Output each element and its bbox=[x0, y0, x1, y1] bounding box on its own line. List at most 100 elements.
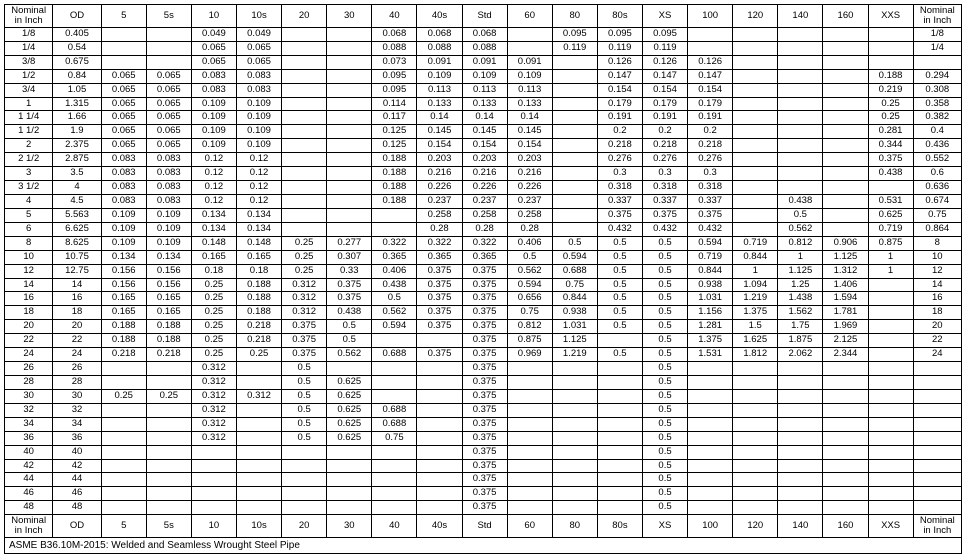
table-cell: 0.065 bbox=[146, 139, 191, 153]
table-cell: 1.594 bbox=[823, 292, 868, 306]
column-header: 5s bbox=[146, 515, 191, 538]
table-cell: 0.133 bbox=[417, 97, 462, 111]
table-cell bbox=[913, 389, 961, 403]
table-cell bbox=[778, 362, 823, 376]
table-cell: 4.5 bbox=[53, 195, 101, 209]
table-cell: 0.5 bbox=[597, 306, 642, 320]
table-cell bbox=[823, 83, 868, 97]
table-cell bbox=[778, 417, 823, 431]
table-cell: 0.226 bbox=[507, 181, 552, 195]
table-row: 44.50.0830.0830.120.120.1880.2370.2370.2… bbox=[5, 195, 962, 209]
table-cell: 0.083 bbox=[236, 83, 281, 97]
table-row: 24240.2180.2180.250.250.3750.5620.6880.3… bbox=[5, 348, 962, 362]
table-cell bbox=[913, 487, 961, 501]
table-cell bbox=[733, 83, 778, 97]
table-cell: 0.365 bbox=[417, 250, 462, 264]
table-cell: 0.312 bbox=[191, 403, 236, 417]
table-cell: 0.109 bbox=[236, 139, 281, 153]
table-cell: 1.66 bbox=[53, 111, 101, 125]
table-cell bbox=[146, 487, 191, 501]
table-cell bbox=[733, 27, 778, 41]
table-cell bbox=[913, 375, 961, 389]
table-cell: 0.5 bbox=[597, 292, 642, 306]
table-cell: 0.068 bbox=[372, 27, 417, 41]
table-cell: 0.688 bbox=[552, 264, 597, 278]
table-cell bbox=[236, 459, 281, 473]
table-cell: 1/2 bbox=[5, 69, 53, 83]
table-cell bbox=[101, 375, 146, 389]
table-cell: 12 bbox=[5, 264, 53, 278]
table-cell: 0.375 bbox=[327, 292, 372, 306]
table-cell: 0.095 bbox=[372, 69, 417, 83]
table-cell bbox=[327, 362, 372, 376]
table-cell bbox=[778, 111, 823, 125]
table-cell: 0.675 bbox=[53, 55, 101, 69]
table-cell: 0.119 bbox=[552, 41, 597, 55]
table-cell: 1.031 bbox=[552, 320, 597, 334]
table-cell bbox=[868, 473, 913, 487]
table-cell bbox=[282, 139, 327, 153]
table-cell: 0.095 bbox=[642, 27, 687, 41]
table-cell: 0.5 bbox=[282, 417, 327, 431]
table-row: 22220.1880.1880.250.2180.3750.50.3750.87… bbox=[5, 334, 962, 348]
table-cell: 0.318 bbox=[642, 181, 687, 195]
table-cell bbox=[913, 403, 961, 417]
table-cell: 0.375 bbox=[417, 264, 462, 278]
table-cell: 0.375 bbox=[462, 403, 507, 417]
table-cell bbox=[868, 459, 913, 473]
table-cell: 1.9 bbox=[53, 125, 101, 139]
table-cell bbox=[597, 459, 642, 473]
table-cell: 46 bbox=[53, 487, 101, 501]
table-cell bbox=[236, 375, 281, 389]
table-cell bbox=[282, 459, 327, 473]
table-cell: 8 bbox=[913, 236, 961, 250]
table-cell: 3 bbox=[5, 167, 53, 181]
table-cell: 0.562 bbox=[372, 306, 417, 320]
table-cell bbox=[146, 417, 191, 431]
table-cell bbox=[146, 375, 191, 389]
column-header: 100 bbox=[688, 515, 733, 538]
table-cell: 0.5 bbox=[327, 334, 372, 348]
table-cell: 0.134 bbox=[191, 208, 236, 222]
table-cell bbox=[823, 487, 868, 501]
table-cell bbox=[282, 445, 327, 459]
table-cell bbox=[778, 125, 823, 139]
table-cell: 1.812 bbox=[733, 348, 778, 362]
table-cell bbox=[146, 459, 191, 473]
table-cell: 0.312 bbox=[191, 431, 236, 445]
table-cell: 6 bbox=[5, 222, 53, 236]
table-cell: 0.12 bbox=[236, 167, 281, 181]
table-cell: 26 bbox=[53, 362, 101, 376]
table-cell: 0.083 bbox=[101, 153, 146, 167]
table-cell: 0.148 bbox=[236, 236, 281, 250]
table-cell: 0.218 bbox=[101, 348, 146, 362]
table-cell: 0.5 bbox=[642, 445, 687, 459]
table-cell: 0.719 bbox=[868, 222, 913, 236]
table-cell bbox=[282, 69, 327, 83]
table-cell: 0.307 bbox=[327, 250, 372, 264]
table-cell: 0.125 bbox=[372, 125, 417, 139]
table-cell bbox=[146, 445, 191, 459]
table-cell: 1.5 bbox=[733, 320, 778, 334]
table-cell: 0.75 bbox=[507, 306, 552, 320]
table-cell: 0.226 bbox=[417, 181, 462, 195]
table-cell bbox=[823, 222, 868, 236]
table-cell: 46 bbox=[5, 487, 53, 501]
table-cell bbox=[191, 445, 236, 459]
table-cell: 6.625 bbox=[53, 222, 101, 236]
table-cell: 0.438 bbox=[778, 195, 823, 209]
table-cell: 0.969 bbox=[507, 348, 552, 362]
table-cell: 0.188 bbox=[146, 320, 191, 334]
table-cell: 0.3 bbox=[642, 167, 687, 181]
table-cell: 0.083 bbox=[101, 181, 146, 195]
table-cell bbox=[913, 362, 961, 376]
table-cell: 0.134 bbox=[191, 222, 236, 236]
table-cell: 0.84 bbox=[53, 69, 101, 83]
table-cell: 0.147 bbox=[597, 69, 642, 83]
table-cell: 28 bbox=[5, 375, 53, 389]
table-cell: 0.083 bbox=[236, 69, 281, 83]
table-cell: 0.114 bbox=[372, 97, 417, 111]
table-cell bbox=[507, 403, 552, 417]
table-cell bbox=[282, 83, 327, 97]
column-header: 100 bbox=[688, 5, 733, 28]
